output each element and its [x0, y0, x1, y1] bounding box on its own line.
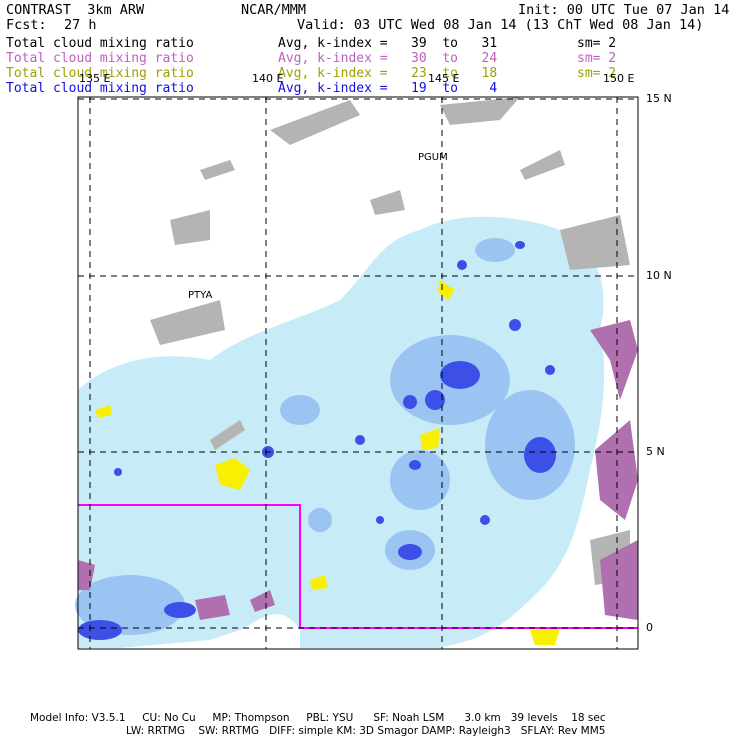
init-time: Init: 00 UTC Tue 07 Jan 14	[518, 2, 730, 18]
lon-label-140: 140 E	[252, 72, 284, 85]
model-info-line-2: LW: RRTMG SW: RRTMG DIFF: simple KM: 3D …	[126, 725, 606, 737]
legend-stat-3: Avg, k-index = 23 to 18	[278, 66, 498, 81]
legend-field-4: Total cloud mixing ratio	[6, 81, 194, 96]
station-pgum: PGUM	[418, 152, 448, 163]
lon-label-145: 145 E	[428, 72, 460, 85]
forecast-hour: 27 h	[64, 17, 97, 33]
lat-label-15n: 15 N	[646, 92, 672, 105]
legend-smooth-1: sm= 2	[577, 36, 617, 51]
forecast-label: Fcst:	[6, 17, 47, 33]
legend-stat-1: Avg, k-index = 39 to 31	[278, 36, 498, 51]
lon-label-150: 150 E	[603, 72, 635, 85]
legend-field-3: Total cloud mixing ratio	[6, 66, 194, 81]
legend-field-2: Total cloud mixing ratio	[6, 51, 194, 66]
model-info-line-1: Model Info: V3.5.1 CU: No Cu MP: Thompso…	[30, 712, 606, 724]
legend-smooth-2: sm= 2	[577, 51, 617, 66]
lat-label-10n: 10 N	[646, 269, 672, 282]
lon-label-135: 135 E	[79, 72, 111, 85]
legend-smooth-3: sm= 2	[577, 66, 617, 81]
cloud-upper-grey	[150, 97, 630, 585]
legend-field-1: Total cloud mixing ratio	[6, 36, 194, 51]
map-frame	[77, 96, 639, 650]
cloud-mid-purple	[78, 320, 638, 620]
lat-lon-grid	[78, 97, 638, 649]
legend-stat-2: Avg, k-index = 30 to 24	[278, 51, 498, 66]
legend-stat-4: Avg, k-index = 19 to 4	[278, 81, 498, 96]
model-title: CONTRAST 3km ARW	[6, 2, 145, 18]
cloud-dark-cores	[78, 241, 556, 640]
institution-title: NCAR/MMM	[241, 2, 307, 18]
lat-label-5n: 5 N	[646, 445, 665, 458]
station-ptya: PTYA	[188, 290, 213, 301]
valid-time: Valid: 03 UTC Wed 08 Jan 14 (13 ChT Wed …	[297, 17, 704, 33]
lat-label-0: 0	[646, 621, 653, 634]
